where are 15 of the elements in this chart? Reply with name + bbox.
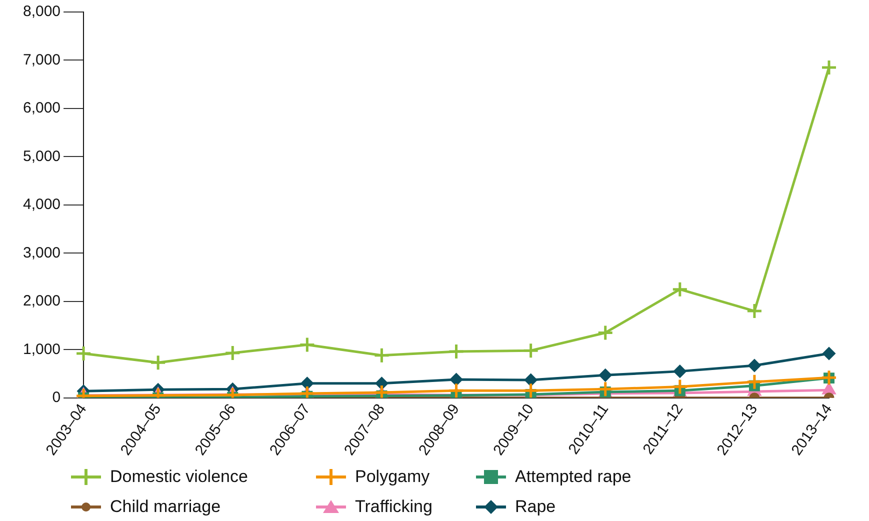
legend-label: Child marriage (110, 497, 221, 517)
legend-label: Trafficking (355, 497, 432, 517)
legend-label: Polygamy (355, 467, 430, 487)
y-tick-label: 0 (52, 388, 61, 406)
y-tick-label: 7,000 (22, 51, 61, 68)
legend-label: Attempted rape (515, 467, 632, 487)
y-tick-label: 3,000 (22, 244, 61, 262)
y-tick-label: 1,000 (22, 340, 61, 358)
y-tick-label: 5,000 (22, 148, 61, 165)
y-tick-label: 6,000 (22, 100, 61, 117)
y-tick-label: 8,000 (22, 3, 61, 20)
y-tick-label: 2,000 (22, 292, 61, 310)
y-tick-label: 4,000 (22, 196, 61, 214)
legend-label: Rape (515, 497, 556, 517)
legend-label: Domestic violence (110, 467, 248, 487)
